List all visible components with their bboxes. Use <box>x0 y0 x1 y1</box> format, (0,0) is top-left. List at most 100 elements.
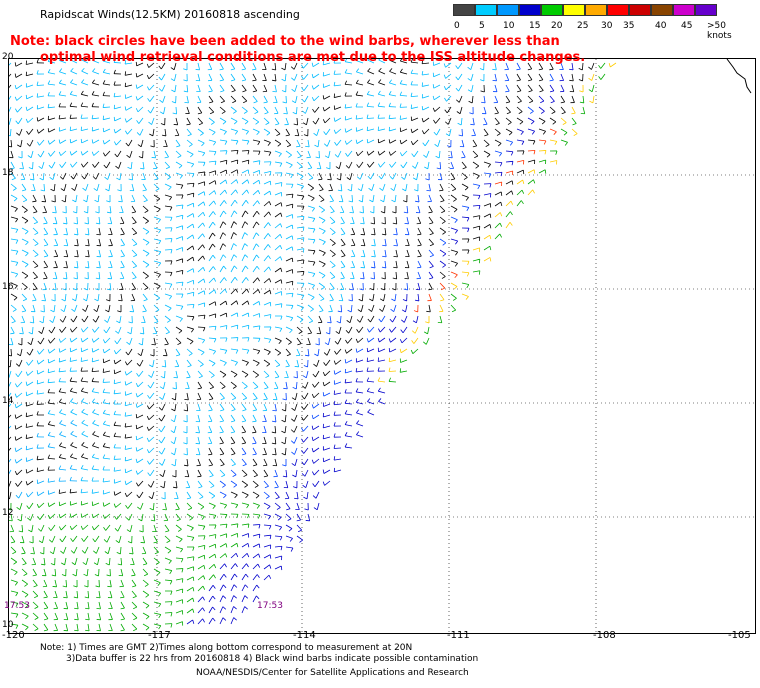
wind-barb <box>285 524 293 532</box>
wind-barb <box>52 271 58 280</box>
wind-barb <box>405 249 410 258</box>
wind-barb <box>333 390 342 395</box>
wind-barb <box>414 293 420 302</box>
wind-barb <box>69 126 78 132</box>
wind-barb <box>171 84 177 93</box>
wind-barb <box>313 502 320 511</box>
wind-barb <box>230 232 237 240</box>
wind-barb <box>92 535 100 543</box>
wind-barb <box>292 469 298 478</box>
wind-barb <box>377 367 386 372</box>
wind-barb <box>80 488 89 494</box>
wind-barb <box>443 62 452 68</box>
wind-barb <box>301 403 309 410</box>
wind-barb <box>135 392 144 398</box>
wind-barb <box>230 117 238 125</box>
wind-barb <box>241 469 248 478</box>
wind-barb <box>410 139 419 146</box>
wind-barb <box>347 183 353 192</box>
wind-barb <box>461 194 469 201</box>
wind-barb <box>49 315 56 323</box>
wind-barb <box>135 424 144 430</box>
wind-barb <box>282 458 287 467</box>
wind-barb <box>186 256 195 262</box>
wind-barb <box>322 117 331 124</box>
wind-barb <box>307 216 316 223</box>
wind-barb <box>163 348 168 357</box>
wind-barb <box>578 73 584 82</box>
wind-barb <box>113 359 122 365</box>
wind-barb <box>274 150 282 157</box>
wind-barb <box>301 62 309 69</box>
wind-barb <box>505 190 514 196</box>
wind-barb <box>472 236 481 241</box>
wind-barb <box>58 501 67 507</box>
wind-barb <box>21 601 29 609</box>
wind-barb <box>36 105 45 110</box>
wind-barb <box>516 160 525 165</box>
wind-barb <box>366 357 375 362</box>
wind-barb <box>108 612 113 621</box>
wind-barb <box>21 183 27 192</box>
wind-barb <box>186 234 195 240</box>
wind-barb <box>311 73 320 79</box>
wind-barb <box>185 106 190 115</box>
wind-barb <box>437 172 443 181</box>
wind-barb <box>108 623 113 632</box>
wind-barb <box>219 370 227 378</box>
wind-barb <box>124 60 133 65</box>
wind-barb <box>150 513 156 522</box>
wind-barb <box>285 269 294 274</box>
wind-barb <box>183 84 189 93</box>
wind-barb <box>219 106 226 114</box>
wind-barb <box>125 128 133 135</box>
wind-barb <box>42 205 47 214</box>
wind-barb <box>296 183 304 190</box>
wind-barb <box>9 436 12 440</box>
wind-barb <box>124 491 133 497</box>
wind-barb <box>282 95 287 104</box>
wind-barb <box>120 612 125 621</box>
wind-barb <box>32 205 38 214</box>
wind-barb <box>208 254 216 262</box>
wind-barb <box>285 128 290 137</box>
wind-barb <box>208 564 217 570</box>
wind-barb <box>14 447 23 453</box>
wind-barb <box>333 359 342 365</box>
wind-barb <box>296 194 305 200</box>
wind-barb <box>301 95 309 103</box>
wind-barb <box>28 326 34 335</box>
wind-barb <box>333 117 342 122</box>
wind-barb <box>136 491 144 499</box>
wind-barb <box>263 139 271 146</box>
wind-barb <box>21 304 27 313</box>
wind-barb <box>208 491 216 499</box>
wind-barb <box>516 84 522 93</box>
wind-barb <box>208 266 216 273</box>
wind-barb <box>184 392 189 401</box>
wind-barb <box>118 293 123 302</box>
wind-barb <box>274 256 283 262</box>
wind-barb <box>402 194 408 203</box>
wind-barb <box>411 326 419 334</box>
wind-barb <box>47 128 56 133</box>
wind-barb <box>329 293 334 302</box>
wind-barb <box>32 612 39 620</box>
wind-barb <box>10 535 16 544</box>
wind-barb <box>219 128 227 135</box>
wind-barb <box>472 194 481 200</box>
wind-barb <box>377 337 386 343</box>
wind-barb <box>263 359 271 367</box>
wind-barb <box>426 183 431 192</box>
wind-barb <box>252 313 261 318</box>
wind-barb <box>416 216 422 225</box>
wind-barb <box>25 491 34 498</box>
wind-barb <box>84 590 90 599</box>
wind-barb <box>428 216 434 225</box>
wind-barb <box>120 590 125 599</box>
wind-barb <box>115 535 122 544</box>
wind-barb <box>124 381 133 386</box>
wind-barb <box>389 326 397 333</box>
wind-barb <box>102 150 111 157</box>
wind-barb <box>295 502 300 511</box>
